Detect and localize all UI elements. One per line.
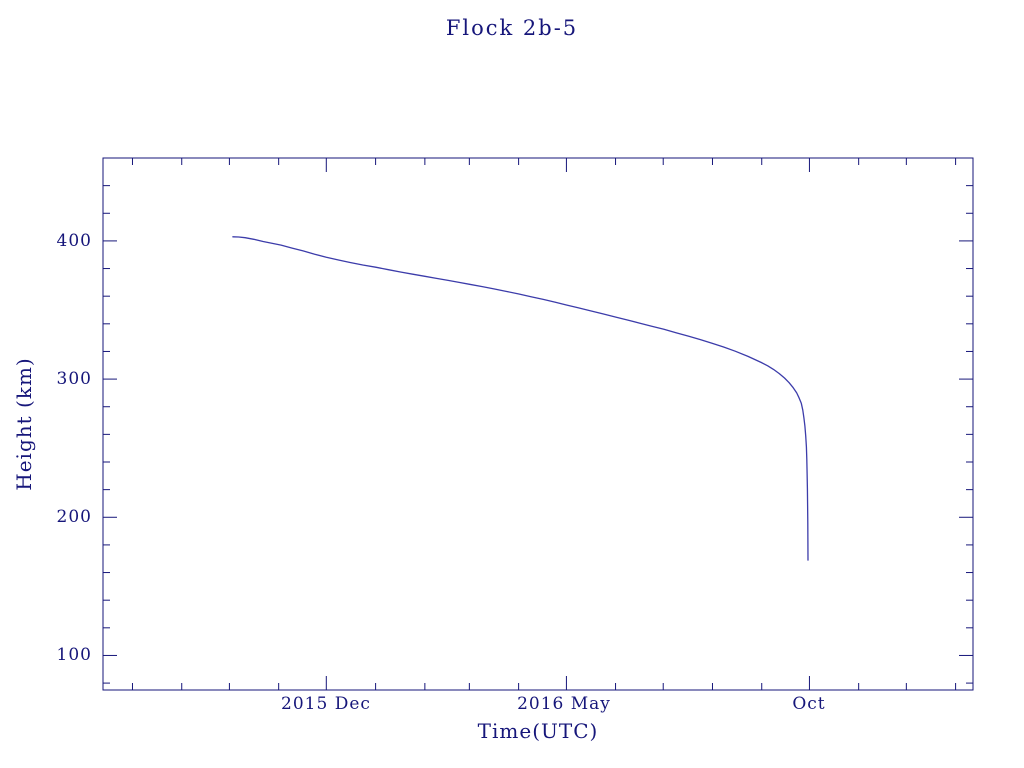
height-decay-curve	[232, 236, 809, 561]
plot-frame	[102, 157, 974, 691]
x-axis-label: Time(UTC)	[477, 719, 599, 743]
y-axis-label: Height (km)	[12, 357, 36, 491]
y-tick-label-400: 400	[56, 231, 92, 251]
y-tick-label-200: 200	[56, 507, 92, 527]
chart-title: Flock 2b-5	[445, 16, 579, 40]
x-tick-label-2015-dec: 2015 Dec	[281, 694, 371, 714]
x-tick-label-oct: Oct	[792, 694, 826, 714]
y-tick-label-100: 100	[56, 645, 92, 665]
x-tick-label-2016-may: 2016 May	[517, 694, 611, 714]
y-tick-label-300: 300	[56, 369, 92, 389]
